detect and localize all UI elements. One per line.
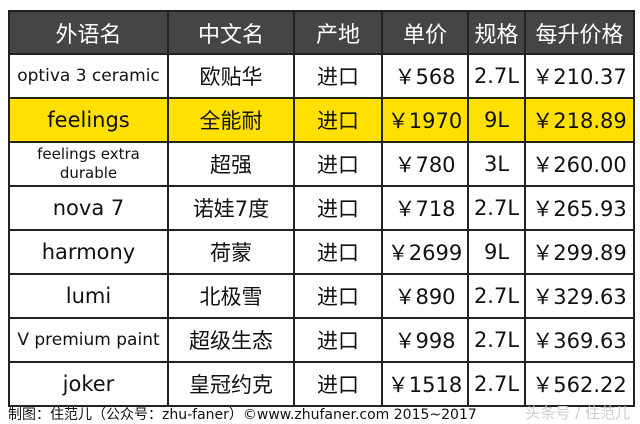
table-row: feelings 全能耐 进口 ￥1970 9L ￥218.89 (8, 97, 635, 143)
chinese-name-cell: 超级生态 (167, 317, 295, 363)
foreign-name-cell: feelings (8, 97, 169, 143)
price-cell: ￥718 (381, 185, 469, 231)
foreign-name-cell: V premium paint (8, 317, 169, 363)
foreign-name-cell: nova 7 (8, 185, 169, 231)
table-row: optiva 3 ceramic 欧贴华 进口 ￥568 2.7L ￥210.37 (8, 53, 635, 99)
caption: 制图：住范儿（公众号：zhu-faner）©www.zhufaner.com 2… (8, 407, 477, 423)
price-cell: ￥2699 (381, 229, 469, 275)
per-liter-cell: ￥299.89 (524, 229, 635, 275)
size-cell: 2.7L (467, 53, 526, 99)
header-price: 单价 (381, 10, 469, 55)
chinese-name-cell: 荷蒙 (167, 229, 295, 275)
foreign-name-cell: feelings extra durable (8, 141, 169, 187)
origin-cell: 进口 (293, 53, 383, 99)
chinese-name-cell: 欧贴华 (167, 53, 295, 99)
header-per-liter: 每升价格 (524, 10, 635, 55)
table-row: lumi 北极雪 进口 ￥890 2.7L ￥329.63 (8, 273, 635, 319)
origin-cell: 进口 (293, 185, 383, 231)
price-cell: ￥998 (381, 317, 469, 363)
per-liter-cell: ￥210.37 (524, 53, 635, 99)
chinese-name-cell: 皇冠约克 (167, 361, 295, 407)
price-cell: ￥1970 (381, 97, 469, 143)
header-size: 规格 (467, 10, 526, 55)
header-chinese-name: 中文名 (167, 10, 295, 55)
size-cell: 9L (467, 229, 526, 275)
per-liter-cell: ￥369.63 (524, 317, 635, 363)
table-row: V premium paint 超级生态 进口 ￥998 2.7L ￥369.63 (8, 317, 635, 363)
table-row: nova 7 诺娃7度 进口 ￥718 2.7L ￥265.93 (8, 185, 635, 231)
size-cell: 3L (467, 141, 526, 187)
origin-cell: 进口 (293, 317, 383, 363)
price-cell: ￥890 (381, 273, 469, 319)
size-cell: 2.7L (467, 361, 526, 407)
foreign-name-cell: lumi (8, 273, 169, 319)
chinese-name-cell: 北极雪 (167, 273, 295, 319)
price-cell: ￥568 (381, 53, 469, 99)
watermark: 头条号 / 住范儿 (525, 404, 630, 422)
table-row: feelings extra durable 超强 进口 ￥780 3L ￥260.00 (8, 141, 635, 187)
foreign-name-cell: optiva 3 ceramic (8, 53, 169, 99)
size-cell: 2.7L (467, 317, 526, 363)
price-cell: ￥1518 (381, 361, 469, 407)
per-liter-cell: ￥329.63 (524, 273, 635, 319)
price-cell: ￥780 (381, 141, 469, 187)
size-cell: 9L (467, 97, 526, 143)
table-row: joker 皇冠约克 进口 ￥1518 2.7L ￥562.22 (8, 361, 635, 407)
origin-cell: 进口 (293, 141, 383, 187)
header-foreign-name: 外语名 (8, 10, 169, 55)
size-cell: 2.7L (467, 185, 526, 231)
header-row: 外语名 中文名 产地 单价 规格 每升价格 (8, 10, 635, 55)
table-row: harmony 荷蒙 进口 ￥2699 9L ￥299.89 (8, 229, 635, 275)
per-liter-cell: ￥260.00 (524, 141, 635, 187)
origin-cell: 进口 (293, 273, 383, 319)
foreign-name-cell: harmony (8, 229, 169, 275)
per-liter-cell: ￥218.89 (524, 97, 635, 143)
chinese-name-cell: 超强 (167, 141, 295, 187)
origin-cell: 进口 (293, 97, 383, 143)
per-liter-cell: ￥265.93 (524, 185, 635, 231)
per-liter-cell: ￥562.22 (524, 361, 635, 407)
origin-cell: 进口 (293, 229, 383, 275)
header-origin: 产地 (293, 10, 383, 55)
chinese-name-cell: 诺娃7度 (167, 185, 295, 231)
origin-cell: 进口 (293, 361, 383, 407)
paint-price-table: 外语名 中文名 产地 单价 规格 每升价格 optiva 3 ceramic 欧贴… (8, 10, 635, 407)
foreign-name-cell: joker (8, 361, 169, 407)
chinese-name-cell: 全能耐 (167, 97, 295, 143)
size-cell: 2.7L (467, 273, 526, 319)
